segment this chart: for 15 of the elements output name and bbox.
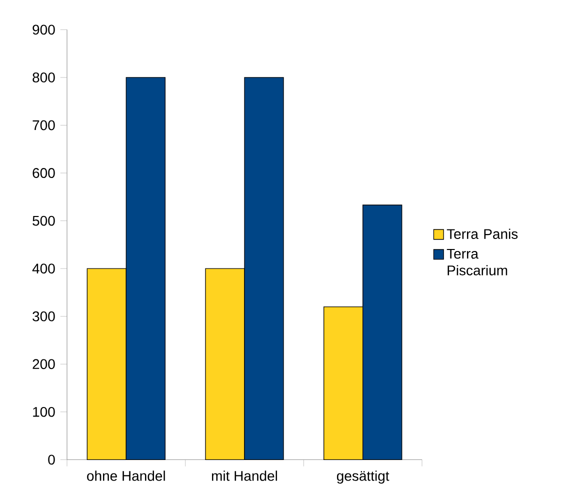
- y-tick-label: 0: [48, 454, 55, 465]
- y-tick-label: 800: [32, 72, 55, 82]
- x-tick-label: ohne Handel: [87, 470, 165, 481]
- x-tick-label: gesättigt: [336, 470, 390, 484]
- y-tick-label: 600: [32, 168, 55, 178]
- y-tick-label: 500: [32, 216, 55, 226]
- y-tick-label: 400: [32, 264, 55, 274]
- y-tick-label: 900: [32, 24, 55, 35]
- legend-label: Terra Piscarium: [446, 248, 508, 276]
- legend-label: Terra Panis: [446, 228, 518, 239]
- y-tick-label: 100: [33, 406, 55, 417]
- x-tick-label: mit Handel: [212, 470, 278, 481]
- y-tick-label: 700: [32, 120, 55, 130]
- y-tick-label: 200: [32, 359, 55, 370]
- y-tick-label: 300: [32, 311, 55, 322]
